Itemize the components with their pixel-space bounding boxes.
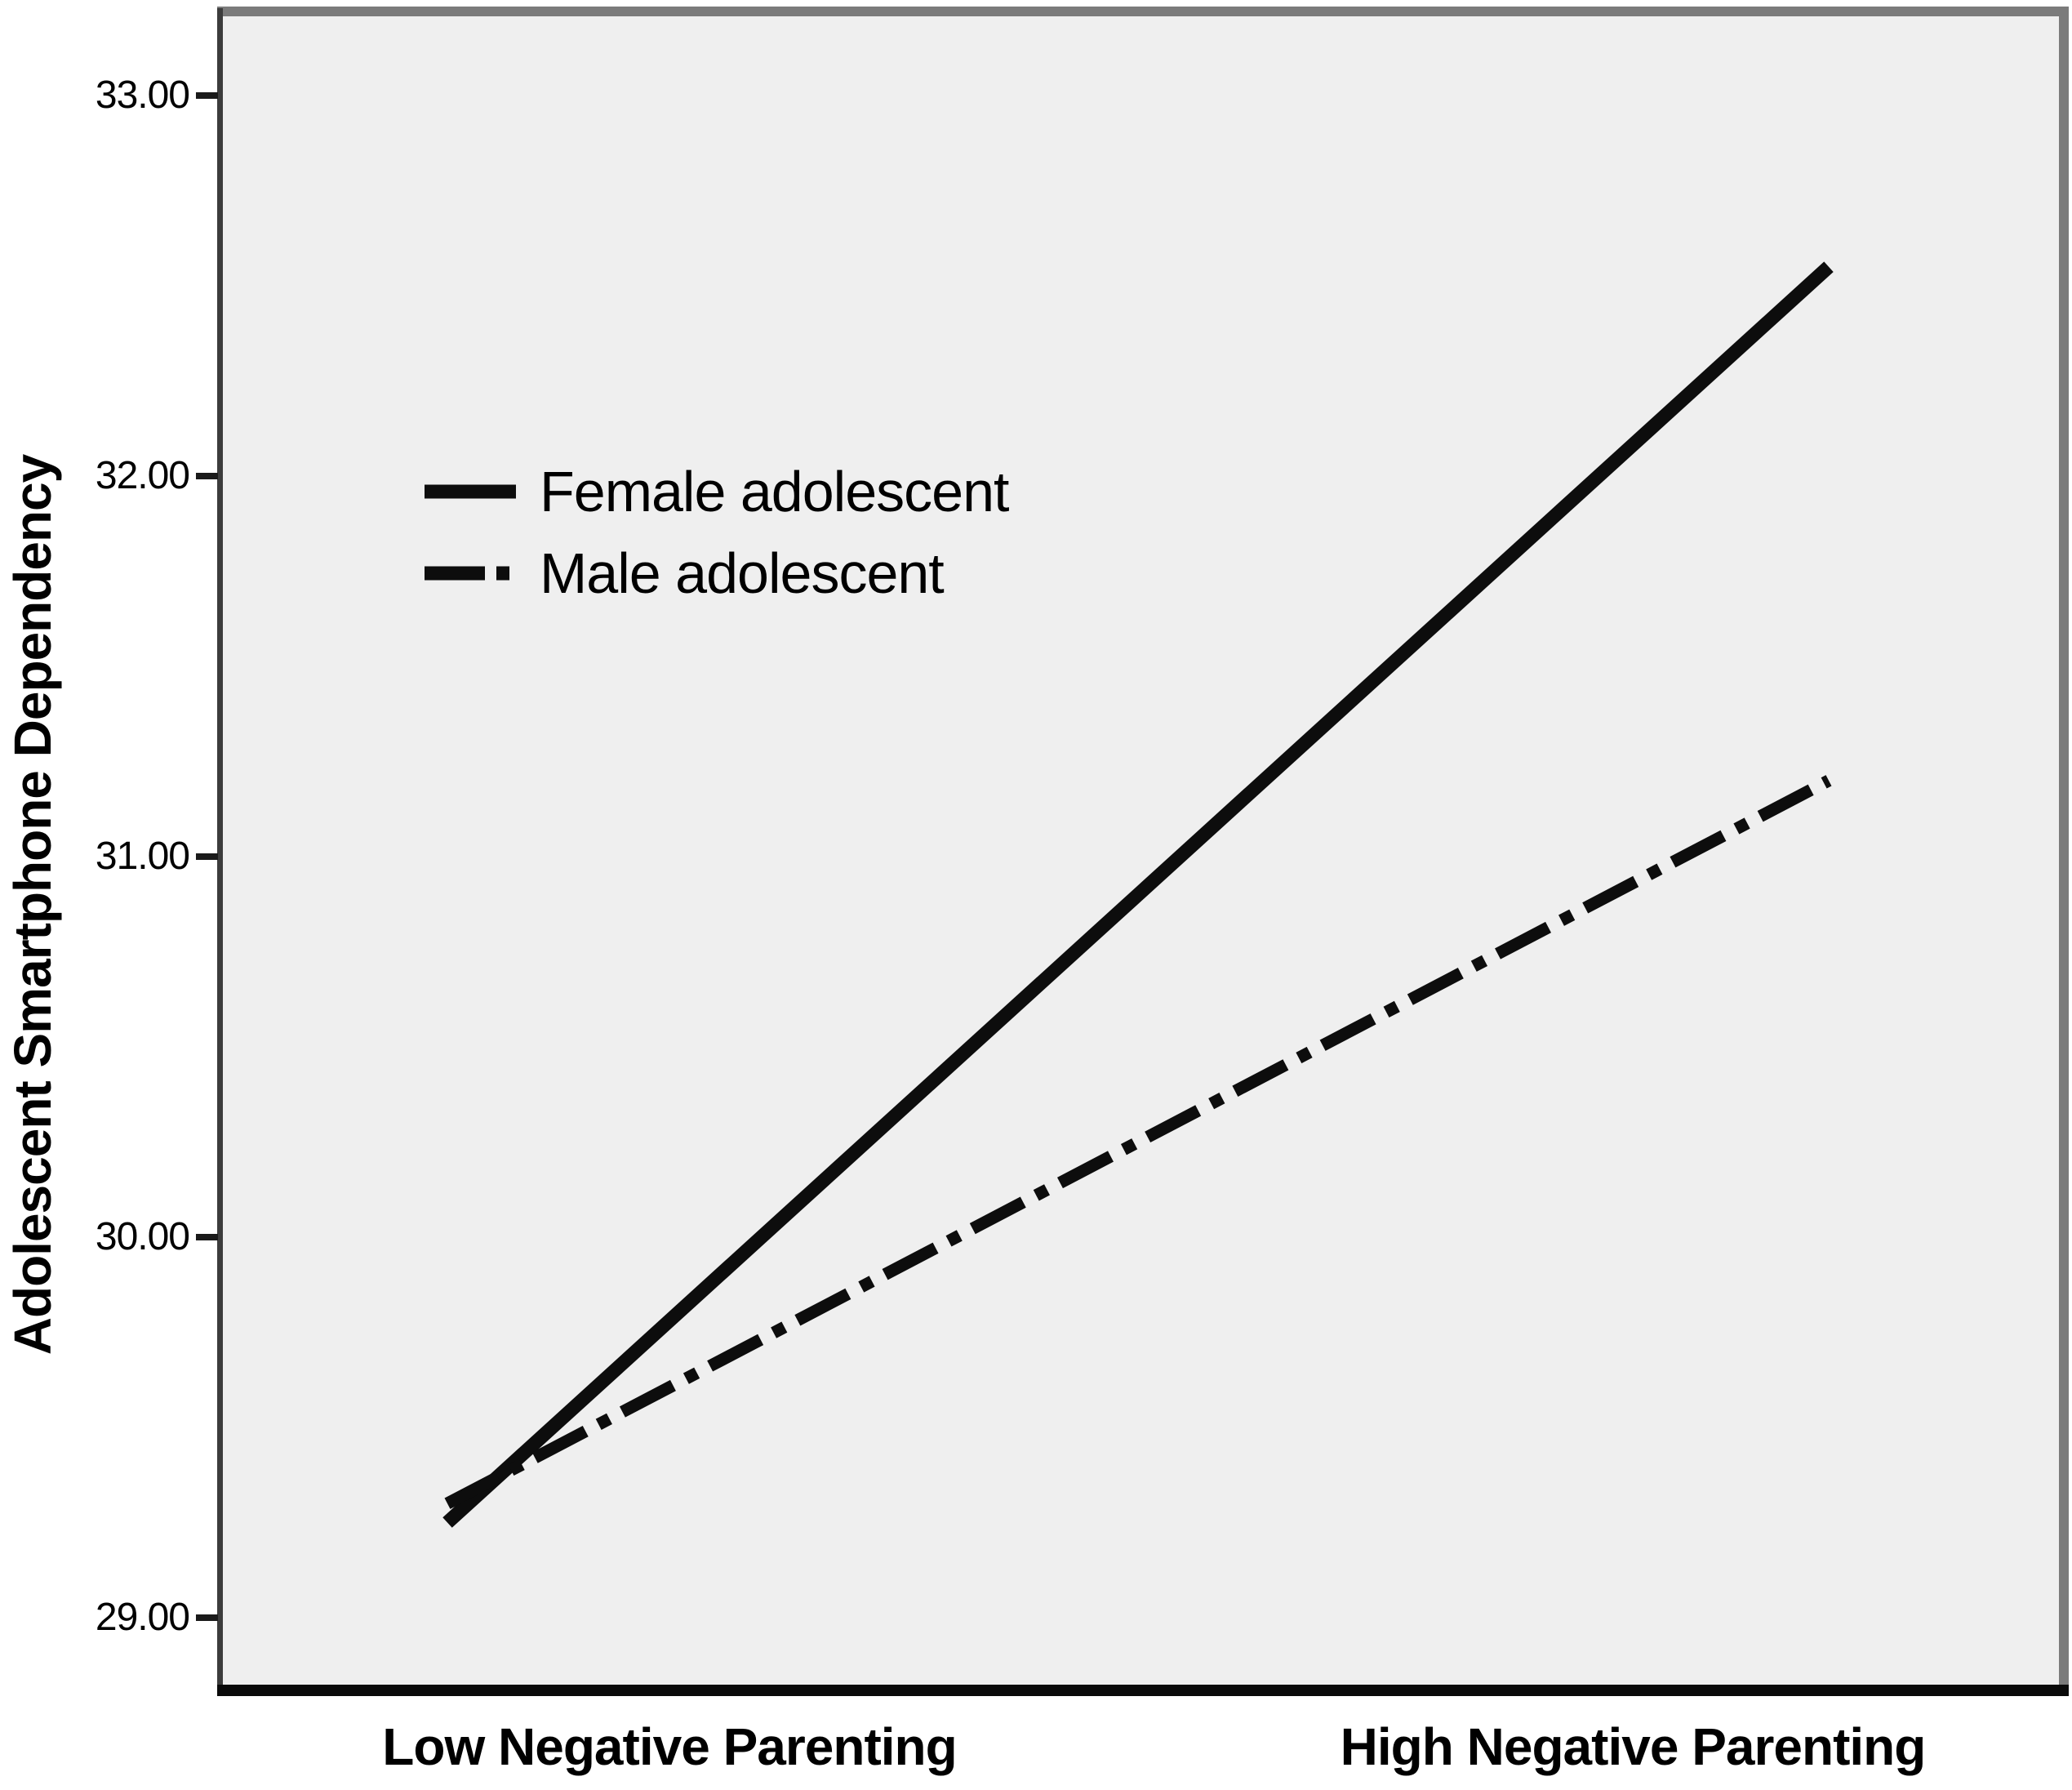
y-axis-line	[217, 8, 223, 1696]
legend-label-male-adolescent: Male adolescent	[540, 541, 945, 605]
plot-background	[217, 7, 2064, 1694]
legend-swatch-solid-icon	[425, 484, 516, 499]
x-axis-line	[217, 1685, 2069, 1696]
y-tick-mark-32	[196, 473, 218, 479]
series-lines-canvas	[442, 261, 1834, 1528]
legend-label-female-adolescent: Female adolescent	[540, 460, 1009, 523]
plot-area	[222, 8, 2059, 1694]
x-category-label-low-negative-parenting: Low Negative Parenting	[382, 1717, 957, 1776]
y-tick-label-30: 30.00	[95, 1215, 190, 1258]
y-tick-label-32: 32.00	[95, 454, 190, 497]
plot-frame-top	[217, 7, 2069, 16]
series-line-female-adolescent	[442, 261, 1834, 1528]
y-tick-mark-30	[196, 1234, 218, 1240]
legend-item-female-adolescent: Female adolescent	[423, 451, 1009, 532]
x-category-label-high-negative-parenting: High Negative Parenting	[1340, 1717, 1927, 1776]
y-tick-mark-31	[196, 853, 218, 860]
y-tick-label-33: 33.00	[95, 73, 190, 117]
series-line-male-adolescent	[444, 775, 1832, 1509]
y-tick-mark-33	[196, 92, 218, 99]
y-axis-title: Adolescent Smartphone Dependency	[3, 454, 62, 1356]
legend-item-male-adolescent: Male adolescent	[423, 532, 1008, 614]
y-tick-label-31: 31.00	[95, 835, 190, 878]
y-tick-label-29: 29.00	[95, 1596, 190, 1639]
legend-swatch-dash-dot-icon	[425, 566, 516, 581]
y-tick-mark-29	[196, 1614, 218, 1621]
plot-frame-right	[2059, 7, 2069, 1696]
legend: Female adolescent Male adolescent	[423, 451, 1009, 614]
